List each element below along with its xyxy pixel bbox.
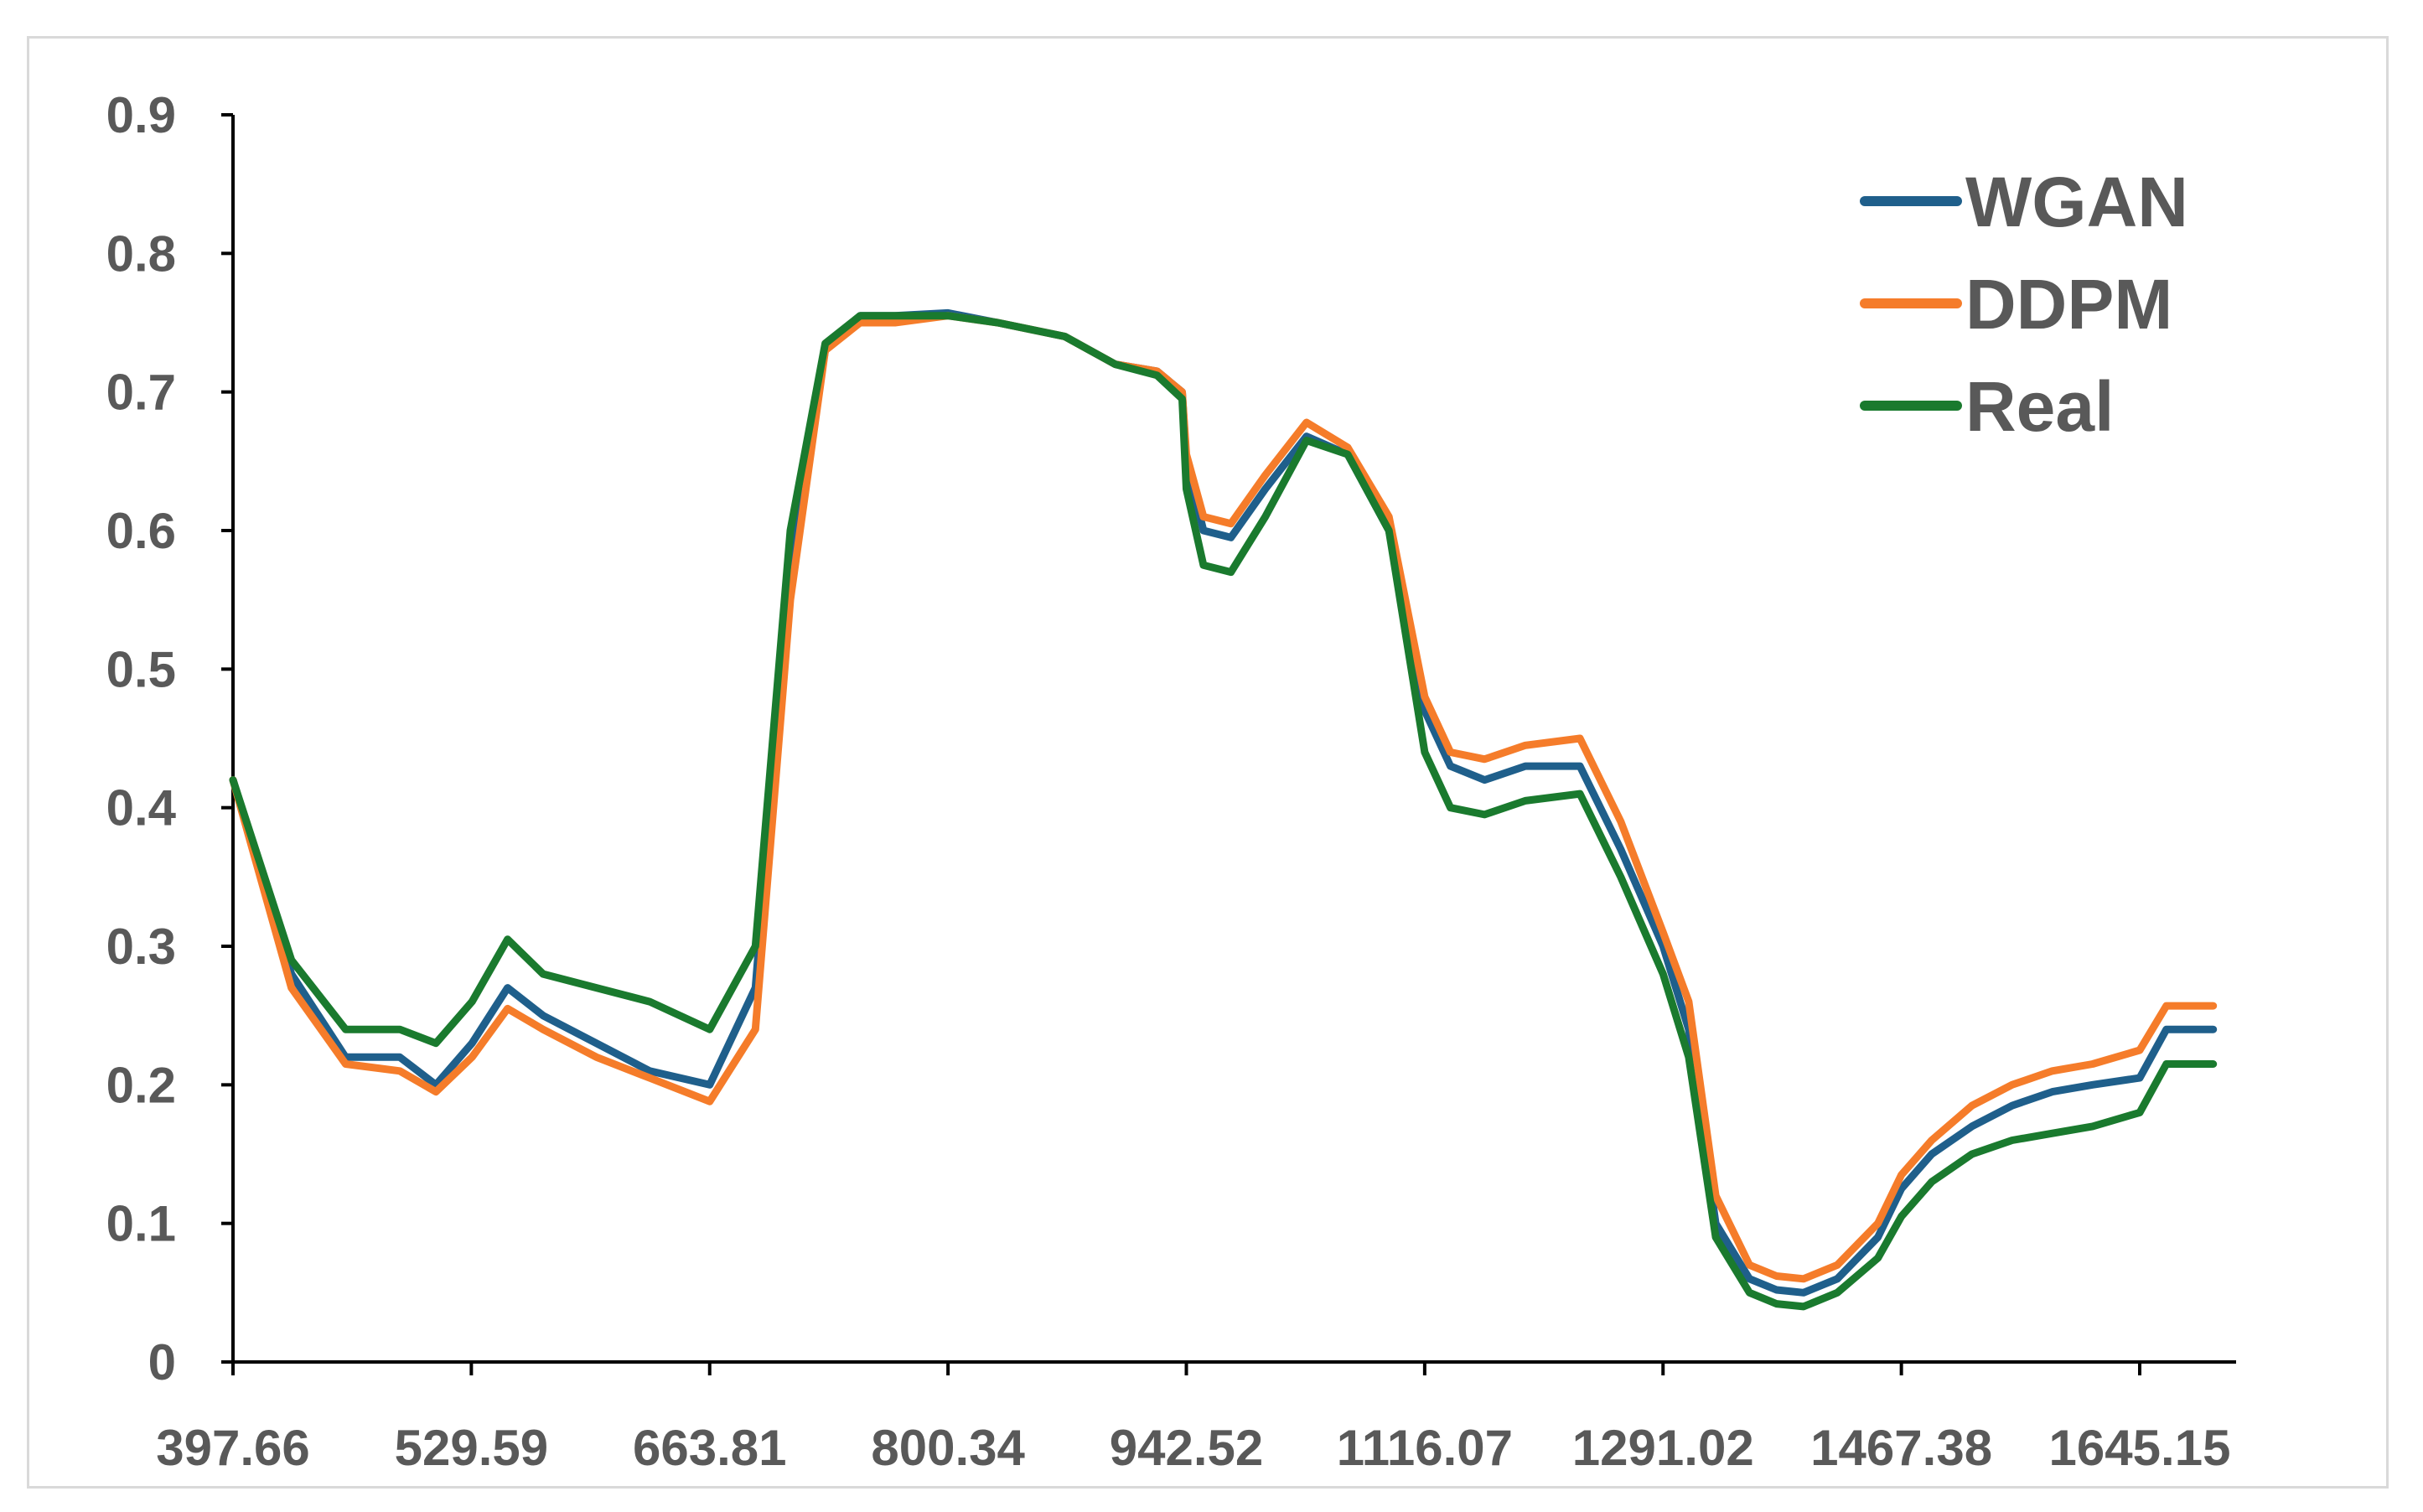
x-tick-label: 942.52 <box>1110 1420 1264 1476</box>
y-tick-label: 0.9 <box>106 87 176 143</box>
y-tick-label: 0.1 <box>106 1196 176 1252</box>
series-line-ddpm <box>229 312 2218 1283</box>
y-tick-label: 0.8 <box>106 225 176 282</box>
x-tick-label: 529.59 <box>395 1420 549 1476</box>
y-tick-label: 0.4 <box>106 780 177 836</box>
series-line-real <box>229 312 2218 1311</box>
y-tick-label: 0.6 <box>106 503 176 559</box>
legend: WGAN DDPM Real <box>1860 163 2188 446</box>
legend-label-real: Real <box>1965 367 2114 446</box>
x-tick-label: 1291.02 <box>1572 1420 1754 1476</box>
x-tick-label: 1645.15 <box>2049 1420 2231 1476</box>
x-tick-label: 663.81 <box>633 1420 787 1476</box>
legend-label-wgan: WGAN <box>1965 163 2188 241</box>
x-tick-label: 1467.38 <box>1810 1420 1992 1476</box>
y-tick-label: 0 <box>148 1334 176 1390</box>
y-tick-label: 0.7 <box>106 365 176 421</box>
y-tick-label: 0.5 <box>106 641 176 697</box>
axes <box>221 113 2236 1375</box>
y-tick-label: 0.2 <box>106 1057 176 1113</box>
chart-frame <box>27 36 2389 1489</box>
series-lines <box>229 308 2218 1311</box>
x-tick-label: 1116.07 <box>1337 1420 1513 1476</box>
tick-labels: 0 0.1 0.2 0.3 0.4 0.5 0.6 0.7 0.8 0.9 397.66 529.59… <box>106 87 2231 1476</box>
series-line-wgan <box>229 308 2218 1297</box>
legend-label-ddpm: DDPM <box>1965 265 2172 344</box>
x-tick-label: 800.34 <box>871 1420 1025 1476</box>
y-tick-label: 0.3 <box>106 919 176 975</box>
x-tick-label: 397.66 <box>156 1420 310 1476</box>
